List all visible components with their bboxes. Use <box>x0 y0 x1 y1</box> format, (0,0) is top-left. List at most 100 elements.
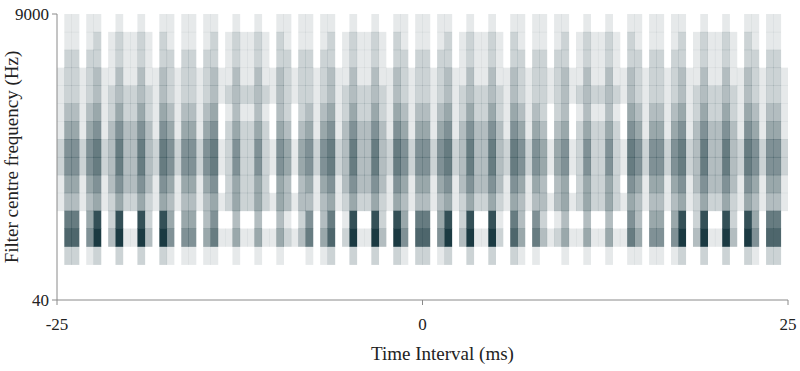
cell <box>262 121 270 139</box>
cell <box>72 246 80 265</box>
cell <box>167 193 175 211</box>
x-tick-label: 25 <box>780 315 797 334</box>
cell <box>700 157 708 175</box>
cell <box>561 32 569 50</box>
cell <box>466 86 474 104</box>
cell <box>401 14 409 32</box>
cell <box>503 175 511 193</box>
cell <box>211 14 219 32</box>
cell <box>510 103 518 121</box>
cell <box>247 50 255 68</box>
cell <box>488 246 496 265</box>
cell <box>656 68 664 86</box>
cell <box>649 139 657 157</box>
y-tick-label: 9000 <box>15 5 49 24</box>
cell <box>554 211 562 229</box>
cell <box>211 211 219 229</box>
cell <box>532 103 540 121</box>
cell <box>649 50 657 68</box>
cell <box>130 50 138 68</box>
cell <box>781 211 788 229</box>
y-tick <box>52 14 57 15</box>
cell <box>313 157 321 175</box>
cell <box>225 32 233 50</box>
cell <box>474 86 482 104</box>
cell <box>291 50 299 68</box>
cell <box>503 283 511 300</box>
cell <box>335 68 343 86</box>
cell <box>342 283 350 300</box>
cell <box>649 283 657 300</box>
cell <box>423 193 431 211</box>
cell <box>379 229 387 247</box>
cell <box>320 121 328 139</box>
cell <box>79 265 87 283</box>
cell <box>94 283 102 300</box>
cell <box>444 211 452 229</box>
y-tick-label: 40 <box>32 291 49 310</box>
cell <box>722 157 730 175</box>
cell <box>569 103 577 121</box>
cell <box>781 68 788 86</box>
cell <box>605 283 613 300</box>
cell <box>298 283 306 300</box>
cell <box>189 14 197 32</box>
cell <box>349 121 357 139</box>
cell <box>554 32 562 50</box>
cell <box>605 50 613 68</box>
cell <box>532 246 540 265</box>
cell <box>547 68 555 86</box>
cell <box>342 246 350 265</box>
cell <box>481 103 489 121</box>
cell <box>174 157 182 175</box>
cell <box>452 157 460 175</box>
cell <box>291 157 299 175</box>
cell <box>79 211 87 229</box>
cell <box>72 86 80 104</box>
cell <box>591 229 599 247</box>
cell <box>444 229 452 247</box>
cell <box>539 229 547 247</box>
cell <box>254 32 262 50</box>
cell <box>276 229 284 247</box>
cell <box>481 121 489 139</box>
cell <box>525 175 533 193</box>
cell <box>620 139 628 157</box>
cell <box>371 103 379 121</box>
cell <box>371 32 379 50</box>
cell <box>189 211 197 229</box>
cell <box>357 246 365 265</box>
cell <box>349 175 357 193</box>
cell <box>481 175 489 193</box>
cell <box>437 265 445 283</box>
cell <box>686 175 694 193</box>
cell <box>306 193 314 211</box>
cell <box>466 103 474 121</box>
cell <box>613 103 621 121</box>
cell <box>452 283 460 300</box>
cell <box>423 14 431 32</box>
cell <box>86 229 94 247</box>
cell <box>642 229 650 247</box>
cell <box>569 86 577 104</box>
cell <box>386 50 394 68</box>
cell <box>466 14 474 32</box>
cell <box>247 283 255 300</box>
cell <box>189 175 197 193</box>
cell <box>620 50 628 68</box>
cell <box>751 193 759 211</box>
cell <box>167 121 175 139</box>
cell <box>686 50 694 68</box>
cell <box>240 246 248 265</box>
cell <box>123 175 131 193</box>
cell <box>115 103 123 121</box>
cell <box>401 157 409 175</box>
cell <box>101 86 109 104</box>
cell <box>525 229 533 247</box>
cell <box>737 157 745 175</box>
cell <box>306 14 314 32</box>
cell <box>583 193 591 211</box>
cell <box>503 193 511 211</box>
cell <box>496 139 504 157</box>
cell <box>591 103 599 121</box>
